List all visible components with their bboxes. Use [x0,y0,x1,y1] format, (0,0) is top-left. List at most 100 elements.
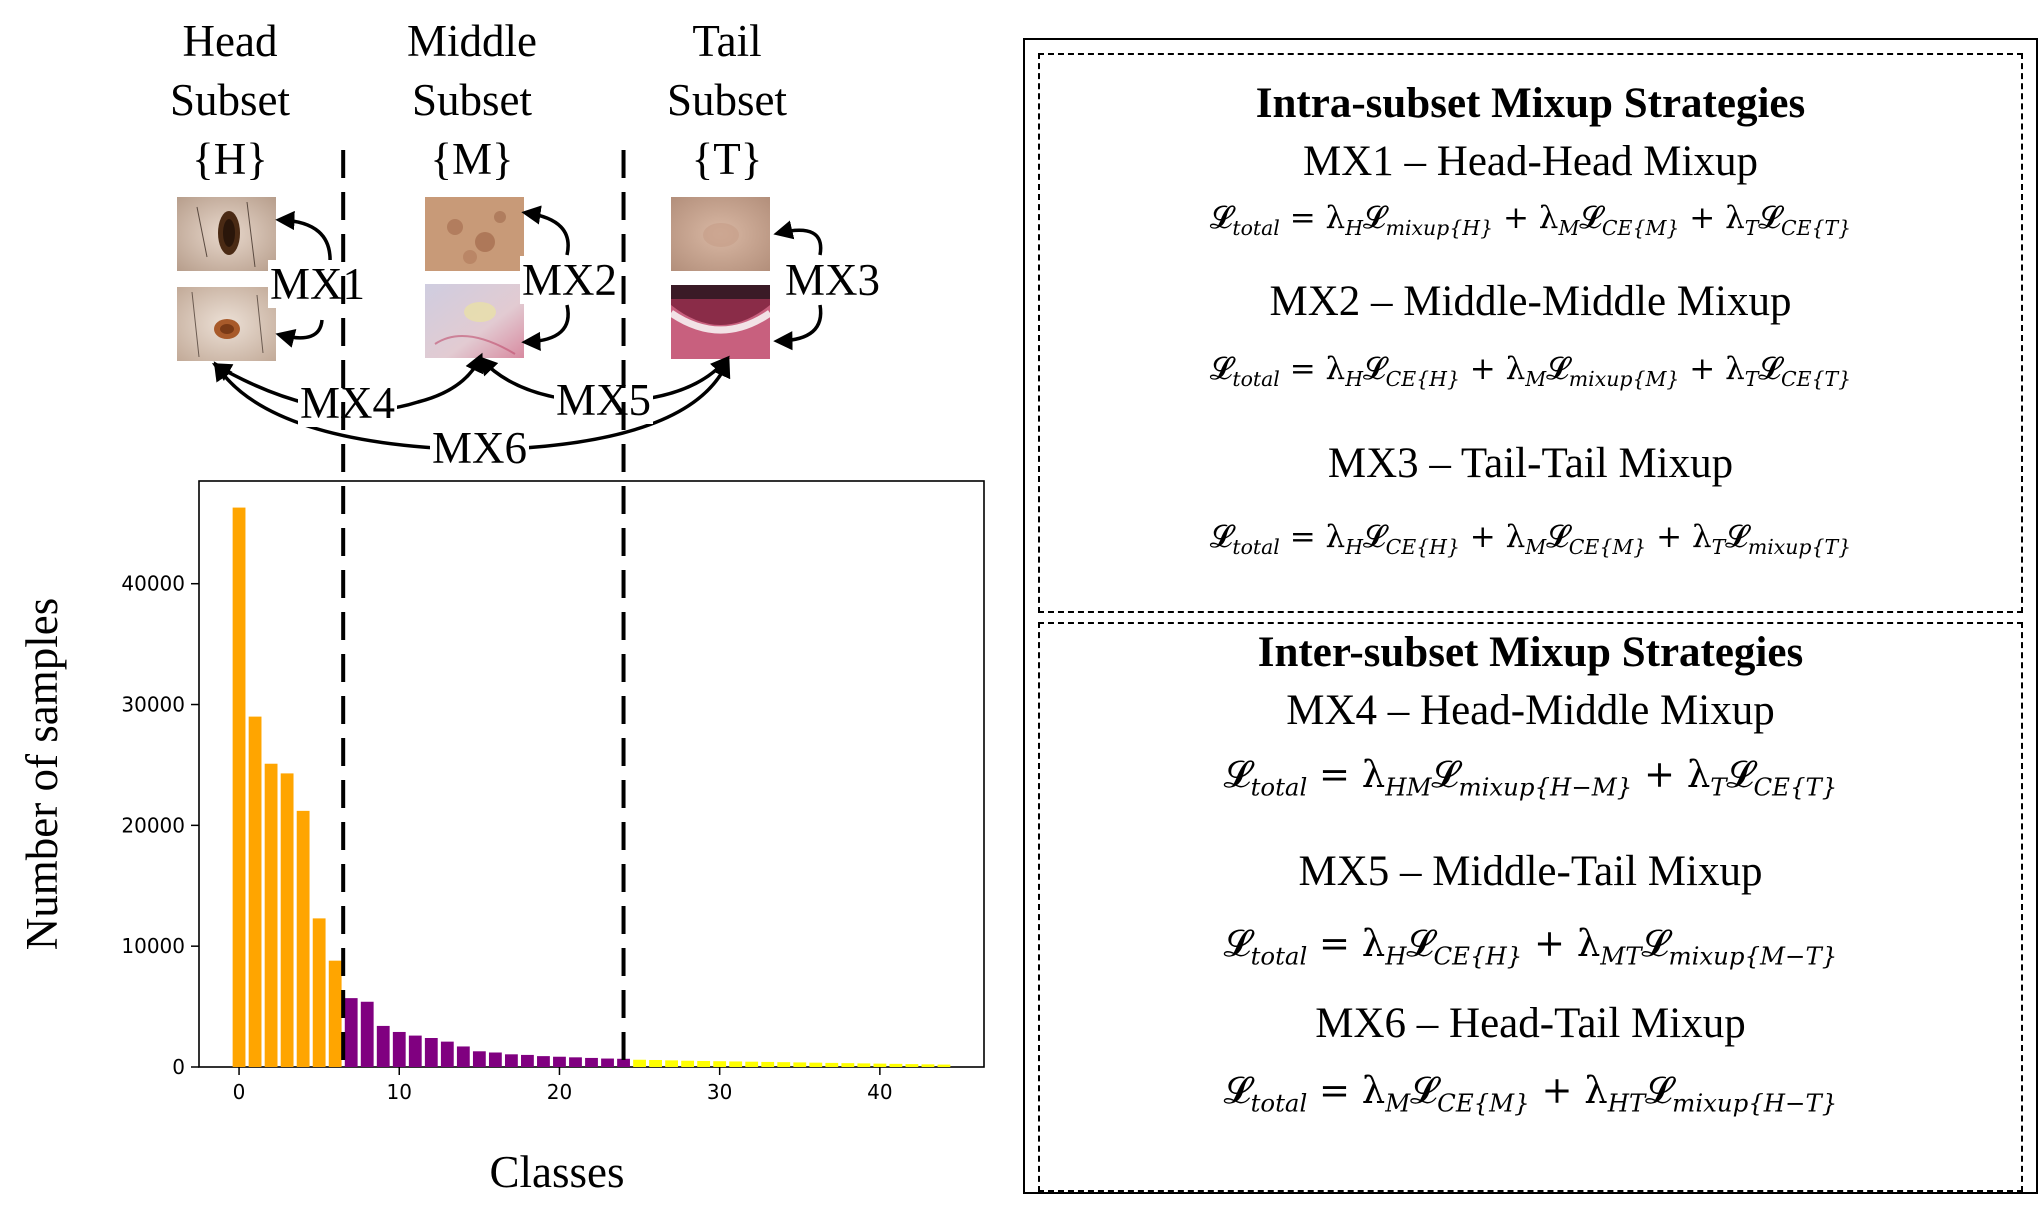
mx2-arrow-bottom [521,304,570,352]
bar-tail-class-28 [681,1060,695,1067]
inter-heading: Inter-subset Mixup Strategies [1257,629,1804,676]
y-tick-label: 30000 [121,693,185,717]
intra-subset-group: Intra-subset Mixup Strategies MX1 – Head… [1038,53,2023,613]
bar-middle-class-8 [360,1001,374,1067]
y-tick-label: 20000 [121,813,185,837]
mx6-formula: 𝓛total = λM𝓛CE{M} + λHT𝓛mixup{H−T} [1223,1069,1838,1118]
bar-middle-class-12 [424,1038,438,1067]
mx3-arrow-bottom [773,304,823,351]
bar-tail-class-35 [793,1062,807,1067]
bar-tail-class-37 [825,1062,839,1067]
mx1-arrow-top [275,210,332,264]
subset-tail-line1: Tail [692,16,762,66]
x-axis-title: Classes [490,1147,625,1197]
mx1-title: MX1 – Head-Head Mixup [1303,138,1758,185]
subset-label-middle: Middle Subset {M} [352,12,592,189]
mx6-title: MX6 – Head-Tail Mixup [1315,1000,1746,1047]
x-tick-label: 0 [233,1080,246,1104]
bar-tail-class-33 [761,1061,775,1067]
tail-sample-image-2 [671,285,770,359]
mx6-label: MX6 [430,423,530,473]
subset-tail-line3: {T} [691,134,763,184]
x-tick-label: 10 [387,1080,412,1104]
bar-middle-class-17 [504,1054,518,1067]
mx2-arrow-top [521,205,570,256]
bar-middle-class-15 [472,1051,486,1067]
bar-middle-class-23 [601,1058,614,1067]
bar-tail-class-43 [921,1064,935,1067]
class-distribution-chart: 0 10 20 30 40 0 10000 20000 30000 40000 Number of… [17,480,985,1197]
bar-tail-class-36 [809,1062,823,1067]
bar-tail-class-34 [777,1062,791,1067]
bar-middle-class-21 [569,1057,582,1067]
bar-middle-class-20 [553,1056,566,1067]
bar-middle-class-13 [440,1041,454,1067]
x-tick-label: 40 [867,1080,892,1104]
bar-tail-class-39 [857,1063,871,1067]
bar-middle-class-18 [521,1054,534,1067]
mixup-strategies-panel: Intra-subset Mixup Strategies MX1 – Head… [1023,38,2038,1194]
mx2-label: MX2 [520,255,620,305]
bar-head-class-0 [232,507,246,1068]
bar-tail-class-32 [745,1061,759,1067]
mx4-label: MX4 [298,378,398,428]
intra-heading: Intra-subset Mixup Strategies [1255,80,1806,127]
subset-middle-line1: Middle [407,16,537,66]
subset-tail-line2: Subset [666,75,787,125]
mx5-label: MX5 [554,375,654,425]
bar-tail-class-31 [729,1061,743,1067]
bar-middle-class-9 [376,1025,390,1067]
y-tick-label: 40000 [121,572,185,596]
mx3-arrow-top [773,220,823,256]
y-axis-title: Number of samples [17,598,67,950]
mx5-formula: 𝓛total = λH𝓛CE{H} + λMT𝓛mixup{M−T} [1223,922,1838,971]
middle-sample-image-2 [425,284,524,358]
subset-middle-line2: Subset [411,75,532,125]
mx1-formula: 𝓛total = λH𝓛mixup{H} + λM𝓛CE{M} + λT𝓛CE{… [1209,200,1852,241]
bar-head-class-4 [296,810,310,1067]
bar-tail-class-27 [665,1060,679,1067]
subset-label-tail: Tail Subset {T} [607,12,847,189]
bar-head-class-6 [328,960,342,1067]
bar-tail-class-25 [633,1059,646,1067]
mx2-title: MX2 – Middle-Middle Mixup [1269,278,1792,325]
split-lines [341,150,626,1067]
subset-head-line2: Subset [169,75,290,125]
bar-tail-class-42 [905,1064,919,1067]
head-sample-image-2 [177,287,276,361]
subset-label-head: Head Subset {H} [110,12,350,189]
mx3-title: MX3 – Tail-Tail Mixup [1327,440,1734,487]
mx2-formula: 𝓛total = λH𝓛CE{H} + λM𝓛mixup{M} + λT𝓛CE{… [1209,351,1852,392]
bar-head-class-3 [280,773,294,1067]
bar-middle-class-14 [456,1046,470,1067]
subset-head-line3: {H} [192,134,268,184]
subset-head-line1: Head [182,16,278,66]
bar-tail-class-41 [889,1063,903,1067]
x-tick-label: 20 [547,1080,572,1104]
head-sample-image-1 [177,197,276,271]
bar-middle-class-22 [585,1057,598,1067]
mx1-label: MX1 [268,259,368,309]
bar-middle-class-16 [488,1052,502,1067]
bar-middle-class-11 [408,1035,422,1067]
middle-sample-image-1 [425,197,524,271]
y-tick-label: 10000 [121,934,185,958]
bar-tail-class-29 [697,1060,711,1067]
bar-tail-class-44 [937,1064,951,1067]
bar-middle-class-19 [537,1056,550,1067]
bar-middle-class-10 [392,1031,406,1067]
bar-head-class-2 [264,763,278,1067]
bar-middle-class-7 [344,998,358,1067]
bar-tail-class-30 [713,1061,727,1067]
mx3-formula: 𝓛total = λH𝓛CE{H} + λM𝓛CE{M} + λT𝓛mixup{… [1209,519,1852,560]
bar-middle-class-24 [617,1058,630,1067]
subset-middle-line3: {M} [430,134,514,184]
x-tick-label: 30 [707,1080,732,1104]
bar-tail-class-40 [873,1063,887,1067]
axes-layer: 0 10 20 30 40 0 10000 20000 30000 40000 [121,572,892,1104]
bar-tail-class-38 [841,1063,855,1067]
bars-layer [232,507,951,1068]
bar-tail-class-26 [649,1059,662,1067]
mx4-title: MX4 – Head-Middle Mixup [1286,687,1775,734]
y-tick-label: 0 [172,1055,185,1079]
